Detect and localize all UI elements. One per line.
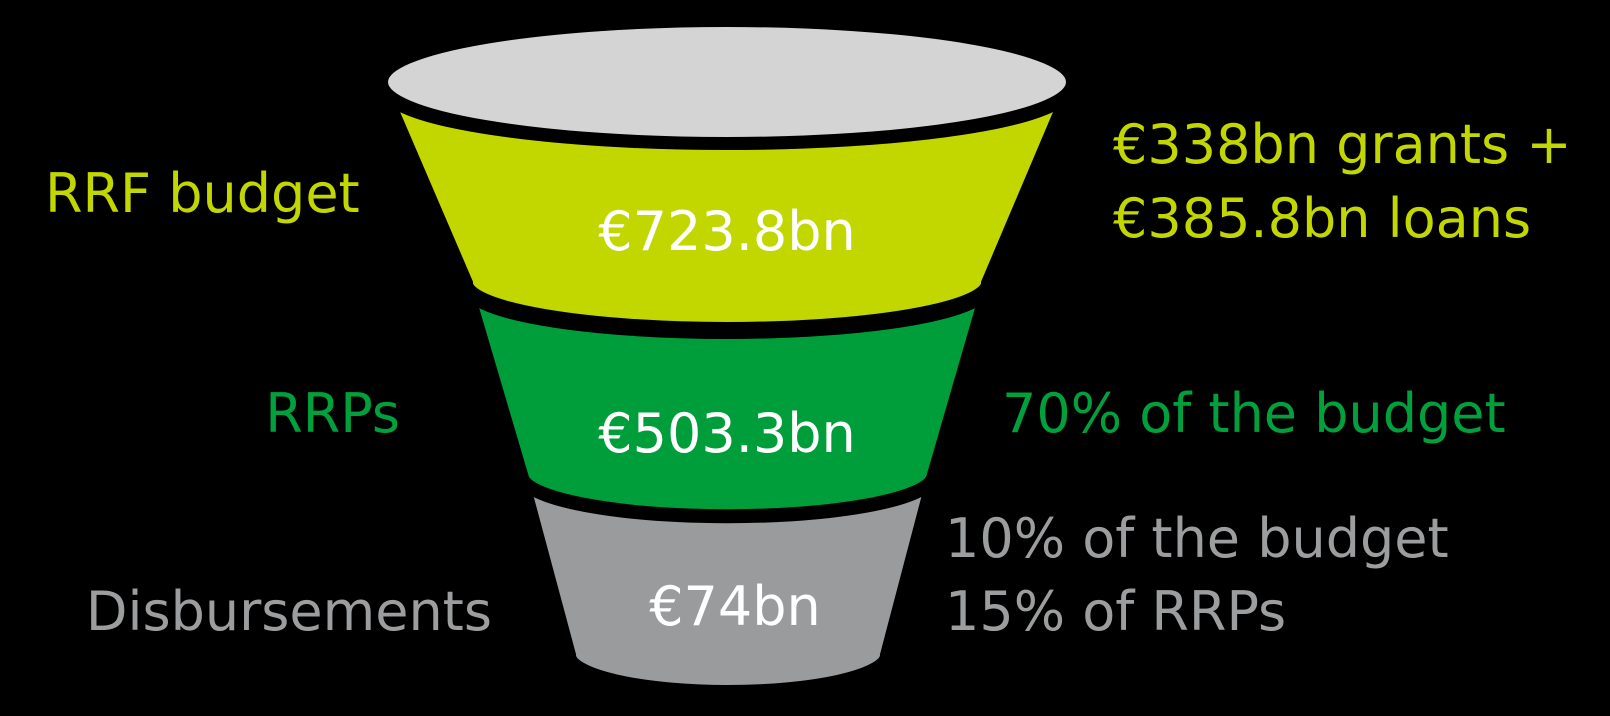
- stage-label: RRPs: [265, 382, 400, 445]
- stage-value: €74bn: [649, 575, 821, 638]
- funnel-budget: [379, 89, 1074, 334]
- stage-note: 70% of the budget: [1002, 382, 1506, 445]
- funnel-top: [382, 21, 1072, 143]
- stage-label: Disbursements: [86, 580, 492, 643]
- stage-note: €338bn grants +: [1113, 113, 1572, 176]
- stage-value: €723.8bn: [598, 200, 855, 263]
- stage-note: €385.8bn loans: [1113, 187, 1531, 250]
- stage-note: 10% of the budget: [945, 507, 1449, 570]
- stage-value: €503.3bn: [598, 402, 855, 465]
- stage-label: RRF budget: [45, 162, 360, 225]
- stage-note: 15% of RRPs: [945, 580, 1286, 643]
